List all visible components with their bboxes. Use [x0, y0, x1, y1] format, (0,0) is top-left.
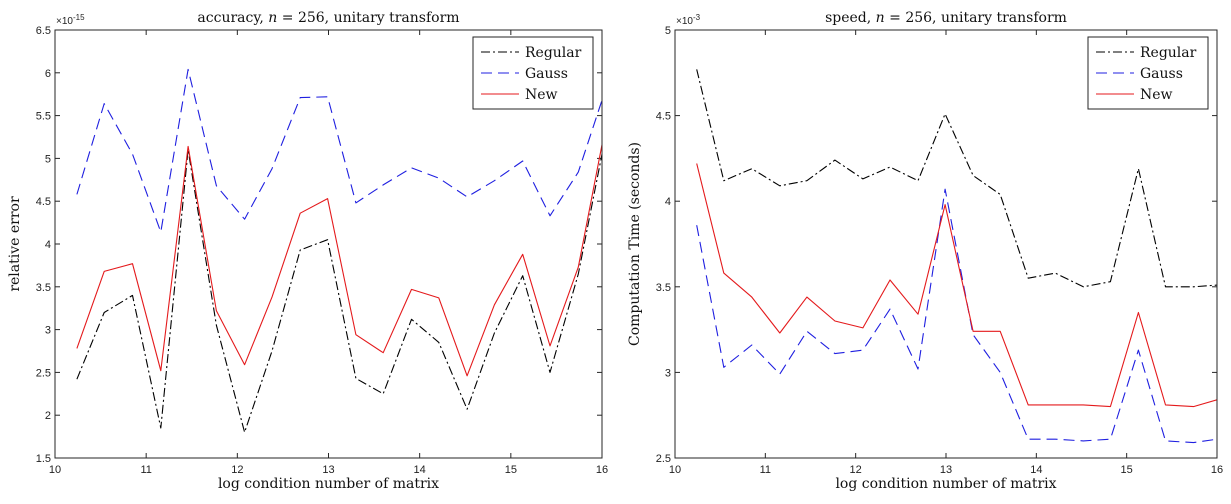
- y-tick-label: 3.5: [36, 282, 51, 294]
- series-group: [696, 69, 1217, 444]
- legend: Regular Gauss New: [1087, 36, 1209, 110]
- chart-title: accuracy, n = 256, unitary transform: [197, 10, 459, 26]
- legend-label-new: New: [1140, 87, 1173, 103]
- y-tick-label: 5: [45, 153, 51, 165]
- x-tick-label: 13: [940, 464, 952, 476]
- y-tick-label: 2.5: [36, 367, 51, 379]
- exponent-base: ×10: [676, 16, 693, 27]
- y-tick-label: 6.5: [36, 25, 51, 37]
- legend-label-regular: Regular: [525, 45, 582, 61]
- y-tick-label: 2: [45, 410, 51, 422]
- title-part: n: [268, 10, 277, 26]
- axes-frame: [674, 29, 1218, 459]
- chart-title: speed, n = 256, unitary transform: [825, 10, 1067, 26]
- title-part: = 256, unitary transform: [277, 10, 459, 26]
- y-tick-label: 4: [45, 239, 51, 251]
- y-tick-label: 3: [45, 325, 51, 337]
- title-part: = 256, unitary transform: [885, 10, 1067, 26]
- legend-label-regular: Regular: [1140, 45, 1197, 61]
- series-group: [76, 68, 602, 433]
- y-axis-label: Computation Time (seconds): [627, 142, 643, 346]
- legend-label-new: New: [525, 87, 558, 103]
- series-line-regular: [696, 69, 1217, 288]
- x-tick-label: 15: [505, 464, 517, 476]
- x-axis-label: log condition number of matrix: [218, 476, 439, 492]
- x-tick-label: 12: [850, 464, 862, 476]
- axis-exponent-label: ×10-15: [56, 13, 85, 27]
- legend: Regular Gauss New: [472, 36, 594, 110]
- legend-box: [1087, 36, 1209, 110]
- x-tick-label: 10: [669, 464, 681, 476]
- y-tick-label: 4.5: [656, 111, 671, 123]
- y-tick-label: 4.5: [36, 196, 51, 208]
- x-tick-label: 13: [322, 464, 334, 476]
- y-tick-label: 5: [665, 25, 671, 37]
- y-tick-label: 2.5: [656, 453, 671, 465]
- x-tick-label: 15: [1121, 464, 1133, 476]
- y-tick-label: 3.5: [656, 282, 671, 294]
- title-part: n: [876, 10, 885, 26]
- y-tick-label: 6: [45, 68, 51, 80]
- x-tick-label: 11: [760, 464, 771, 476]
- title-part: accuracy,: [197, 10, 268, 26]
- legend-label-gauss: Gauss: [1140, 66, 1183, 82]
- y-axis-label: relative error: [7, 196, 23, 292]
- legend-label-gauss: Gauss: [525, 66, 568, 82]
- exponent-base: ×10: [56, 16, 73, 27]
- x-tick-label: 16: [1211, 464, 1223, 476]
- y-tick-label: 1.5: [36, 453, 51, 465]
- title-part: speed,: [825, 10, 876, 26]
- x-tick-label: 10: [49, 464, 61, 476]
- y-tick-label: 5.5: [36, 111, 51, 123]
- axis-exponent-label: ×10-3: [676, 13, 701, 27]
- x-axis-label: log condition number of matrix: [835, 476, 1056, 492]
- x-tick-label: 14: [414, 464, 426, 476]
- exponent-power: -3: [693, 13, 701, 22]
- y-tick-label: 3: [665, 367, 671, 379]
- exponent-power: -15: [73, 13, 85, 22]
- series-line-gauss: [76, 68, 602, 233]
- legend-box: [472, 36, 594, 110]
- axes-frame: [54, 29, 603, 459]
- x-tick-label: 14: [1030, 464, 1042, 476]
- y-tick-label: 4: [665, 196, 671, 208]
- series-line-gauss: [696, 188, 1217, 444]
- series-line-new: [76, 144, 602, 377]
- accuracy-chart: 10 11 12 13 14 15 16 1.5 2 2.5 3 3.5 4 4.5 5 5.5 6 6.5 ×10…: [7, 10, 608, 492]
- x-tick-label: 16: [596, 464, 608, 476]
- x-tick-label: 11: [140, 464, 151, 476]
- x-tick-label: 12: [231, 464, 243, 476]
- series-line-new: [696, 163, 1217, 408]
- speed-chart: 10 11 12 13 14 15 16 2.5 3 3.5 4 4.5 5 ×10-3 speed, n …: [627, 10, 1223, 492]
